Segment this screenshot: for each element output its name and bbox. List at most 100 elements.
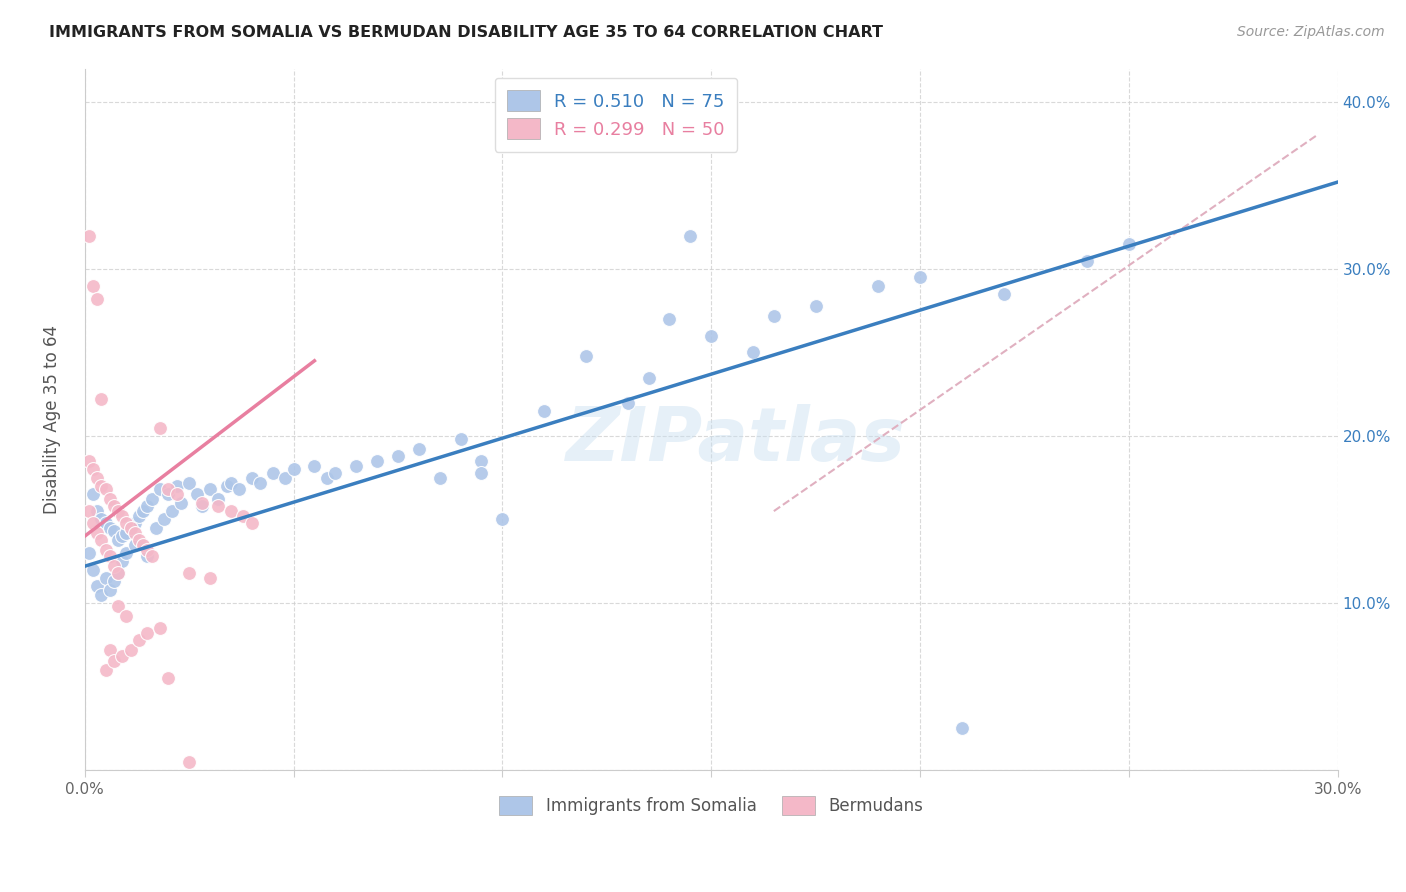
Point [262, 466, 284, 480]
Point [1076, 253, 1098, 268]
Point [470, 454, 492, 468]
Text: ZIPatlas: ZIPatlas [567, 404, 907, 477]
Point [868, 278, 890, 293]
Point [179, 755, 201, 769]
Point [82, 278, 104, 293]
Point [179, 566, 201, 580]
Point [141, 549, 163, 564]
Point [408, 442, 430, 457]
Point [98, 549, 121, 564]
Point [149, 621, 172, 635]
Point [700, 328, 723, 343]
Point [179, 475, 201, 490]
Point [141, 492, 163, 507]
Point [186, 487, 208, 501]
Point [228, 483, 250, 497]
Point [90, 512, 112, 526]
Point [219, 504, 242, 518]
Point [124, 516, 146, 530]
Point [115, 546, 138, 560]
Point [207, 492, 229, 507]
Point [533, 404, 555, 418]
Point [107, 566, 129, 580]
Point [908, 270, 931, 285]
Point [128, 632, 150, 647]
Point [111, 529, 134, 543]
Point [366, 454, 388, 468]
Point [198, 571, 221, 585]
Point [198, 483, 221, 497]
Point [616, 395, 638, 409]
Point [98, 642, 121, 657]
Point [429, 471, 451, 485]
Point [103, 499, 125, 513]
Point [166, 479, 188, 493]
Point [90, 533, 112, 547]
Point [679, 228, 702, 243]
Point [77, 546, 100, 560]
Point [232, 509, 254, 524]
Point [132, 504, 155, 518]
Point [658, 312, 681, 326]
Point [86, 525, 108, 540]
Point [136, 626, 159, 640]
Point [94, 542, 117, 557]
Point [136, 542, 159, 557]
Point [86, 579, 108, 593]
Point [103, 574, 125, 589]
Point [240, 471, 263, 485]
Point [82, 487, 104, 501]
Point [149, 483, 172, 497]
Point [124, 525, 146, 540]
Point [304, 458, 326, 473]
Point [950, 721, 973, 735]
Text: IMMIGRANTS FROM SOMALIA VS BERMUDAN DISABILITY AGE 35 TO 64 CORRELATION CHART: IMMIGRANTS FROM SOMALIA VS BERMUDAN DISA… [49, 25, 883, 40]
Point [742, 345, 765, 359]
Point [103, 559, 125, 574]
Point [111, 509, 134, 524]
Point [157, 483, 180, 497]
Point [993, 287, 1015, 301]
Point [107, 566, 129, 580]
Point [103, 655, 125, 669]
Point [249, 475, 271, 490]
Point [86, 504, 108, 518]
Point [107, 533, 129, 547]
Point [157, 487, 180, 501]
Point [115, 516, 138, 530]
Point [136, 549, 159, 564]
Point [98, 492, 121, 507]
Point [77, 228, 100, 243]
Point [575, 349, 598, 363]
Point [77, 504, 100, 518]
Point [98, 582, 121, 597]
Point [491, 512, 513, 526]
Point [283, 462, 305, 476]
Point [157, 671, 180, 685]
Point [162, 504, 184, 518]
Point [94, 663, 117, 677]
Point [190, 499, 212, 513]
Y-axis label: Disability Age 35 to 64: Disability Age 35 to 64 [44, 325, 60, 514]
Point [77, 454, 100, 468]
Point [82, 563, 104, 577]
Point [90, 479, 112, 493]
Point [136, 499, 159, 513]
Point [215, 479, 238, 493]
Point [128, 509, 150, 524]
Point [170, 496, 193, 510]
Point [115, 525, 138, 540]
Point [94, 483, 117, 497]
Point [470, 466, 492, 480]
Point [190, 496, 212, 510]
Point [1118, 236, 1140, 251]
Point [207, 499, 229, 513]
Point [120, 521, 142, 535]
Point [762, 309, 785, 323]
Point [94, 571, 117, 585]
Point [98, 521, 121, 535]
Legend: Immigrants from Somalia, Bermudans: Immigrants from Somalia, Bermudans [489, 786, 934, 825]
Point [128, 533, 150, 547]
Point [637, 370, 659, 384]
Point [316, 471, 339, 485]
